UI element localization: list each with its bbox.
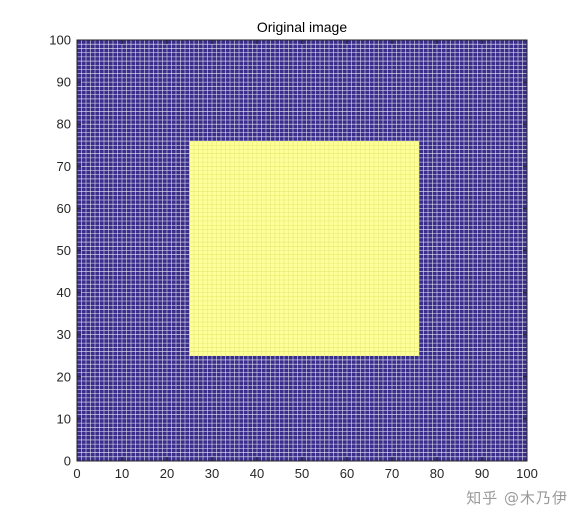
x-tick-label: 100 (516, 466, 538, 481)
y-tick-label: 70 (57, 159, 71, 174)
x-tick-label: 10 (115, 466, 129, 481)
plot-area (76, 39, 528, 462)
x-axis: 0 10 20 30 40 50 60 70 80 90 100 (73, 40, 538, 481)
x-tick-label: 60 (340, 466, 354, 481)
y-tick-label: 20 (57, 369, 71, 384)
heatmap-region (189, 141, 419, 356)
x-tick-label: 0 (73, 466, 80, 481)
chart-title: Original image (257, 19, 347, 35)
x-tick-label: 20 (160, 466, 174, 481)
y-tick-label: 50 (57, 243, 71, 258)
y-tick-label: 100 (49, 33, 71, 48)
x-tick-label: 70 (385, 466, 399, 481)
y-tick-label: 0 (64, 454, 71, 469)
watermark-text: 知乎 @木乃伊 (466, 489, 568, 507)
y-tick-label: 30 (57, 327, 71, 342)
x-tick-label: 90 (475, 466, 489, 481)
y-tick-label: 10 (57, 411, 71, 426)
region-grid (189, 141, 419, 356)
x-tick-label: 50 (295, 466, 309, 481)
y-tick-label: 90 (57, 75, 71, 90)
x-tick-label: 80 (430, 466, 444, 481)
x-tick-label: 40 (250, 466, 264, 481)
y-tick-label: 80 (57, 117, 71, 132)
y-tick-label: 40 (57, 285, 71, 300)
y-axis: 0 10 20 30 40 50 60 70 80 90 100 (49, 33, 527, 469)
x-tick-label: 30 (205, 466, 219, 481)
y-tick-label: 60 (57, 201, 71, 216)
